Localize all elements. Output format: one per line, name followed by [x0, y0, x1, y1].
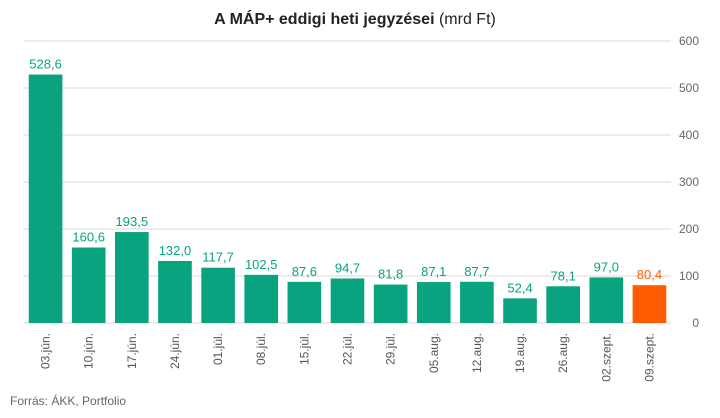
- y-tick-label: 0: [692, 316, 699, 330]
- bar: [416, 282, 451, 323]
- bar: [373, 284, 408, 323]
- bar: [201, 267, 235, 323]
- y-axis: 0 100 200 300 400 500 600: [679, 34, 699, 330]
- bars: [28, 74, 667, 323]
- bar: [460, 281, 494, 323]
- x-tick-label: 22.júl.: [341, 333, 355, 365]
- x-tick-label: 24.jún.: [168, 333, 182, 369]
- bar: [115, 232, 149, 323]
- x-tick-label: 01.júl.: [211, 333, 225, 365]
- chart-title: A MÁP+ eddigi heti jegyzései (mrd Ft): [214, 9, 496, 28]
- chart-title-main: A MÁP+ eddigi heti jegyzései: [214, 9, 434, 28]
- bar: [546, 286, 580, 323]
- y-tick-label: 400: [679, 128, 699, 142]
- x-tick-label: 15.júl.: [297, 333, 311, 365]
- bar: [71, 247, 106, 323]
- x-tick-label: 26.aug.: [556, 333, 570, 373]
- value-label: 87,7: [464, 264, 489, 279]
- value-labels: 528,6 160,6 193,5 132,0 117,7 102,5 87,6 94,7 81…: [29, 57, 662, 296]
- y-tick-label: 500: [679, 81, 699, 95]
- x-tick-label: 17.jún.: [125, 333, 139, 369]
- x-tick-label: 19.aug.: [513, 333, 527, 373]
- x-tick-label: 02.szept.: [599, 333, 613, 382]
- value-label: 528,6: [29, 57, 62, 72]
- y-tick-label: 300: [679, 175, 699, 189]
- value-label: 132,0: [159, 243, 192, 258]
- x-axis: 03.jún. 10.jún. 17.jún. 24.jún. 01.júl. 08.jú…: [39, 333, 657, 382]
- x-tick-label: 12.aug.: [470, 333, 484, 373]
- bar: [589, 277, 624, 323]
- value-label: 81,8: [378, 267, 403, 282]
- y-tick-label: 200: [679, 222, 699, 236]
- bar: [632, 285, 667, 323]
- x-tick-label: 10.jún.: [82, 333, 96, 369]
- bar: [287, 281, 322, 323]
- value-label: 117,7: [202, 250, 234, 265]
- bar: [503, 298, 537, 323]
- value-label: 160,6: [72, 230, 105, 245]
- value-label: 87,1: [421, 264, 446, 279]
- bar: [28, 74, 63, 323]
- x-tick-label: 03.jún.: [39, 333, 53, 369]
- x-tick-label: 29.júl.: [384, 333, 398, 365]
- value-label: 80,4: [637, 267, 662, 282]
- bar: [330, 278, 365, 323]
- x-tick-label: 08.júl.: [254, 333, 268, 365]
- value-label: 102,5: [245, 257, 278, 272]
- chart-title-unit: (mrd Ft): [435, 11, 496, 28]
- y-tick-label: 100: [679, 269, 699, 283]
- value-label: 52,4: [507, 280, 532, 295]
- x-tick-label: 05.aug.: [427, 333, 441, 373]
- value-label: 87,6: [292, 264, 317, 279]
- x-tick-label: 09.szept.: [642, 333, 656, 382]
- bar: [158, 260, 192, 323]
- y-tick-label: 600: [679, 34, 699, 48]
- value-label: 78,1: [551, 268, 576, 283]
- value-label: 97,0: [594, 259, 619, 274]
- value-label: 94,7: [335, 260, 360, 275]
- source-note: Forrás: ÁKK, Portfolio: [10, 394, 127, 408]
- bar: [244, 274, 279, 323]
- value-label: 193,5: [116, 214, 149, 229]
